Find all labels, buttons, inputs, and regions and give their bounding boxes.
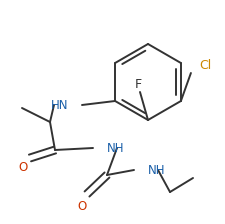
Text: NH: NH (106, 142, 124, 155)
Text: NH: NH (147, 164, 165, 177)
Text: Cl: Cl (198, 58, 210, 71)
Text: F: F (134, 78, 141, 90)
Text: O: O (18, 161, 27, 174)
Text: O: O (77, 200, 86, 213)
Text: HN: HN (50, 99, 68, 112)
